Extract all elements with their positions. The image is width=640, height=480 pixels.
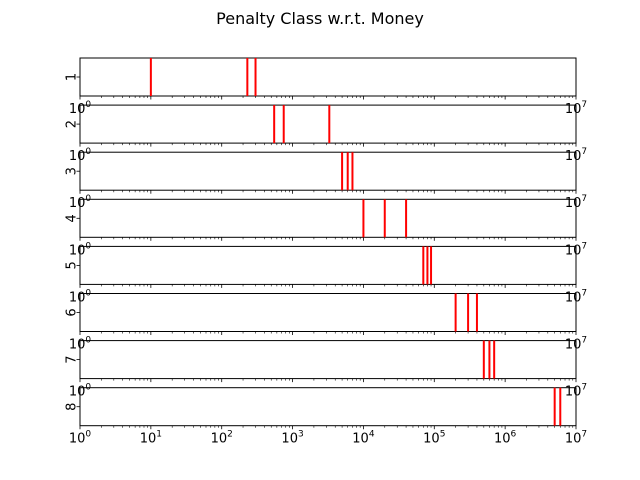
row-label: 8 — [65, 403, 80, 411]
x-tick-label: 104 — [352, 430, 375, 447]
panel-background — [94, 199, 562, 238]
x-tick-label: 105 — [423, 430, 445, 447]
row-label: 2 — [65, 120, 80, 128]
panel-background — [94, 387, 562, 426]
panel-background — [94, 246, 562, 285]
x-tick-label: 107 — [565, 336, 587, 353]
panel-8: 8 100 101 102 103 104 105 106 107 — [65, 387, 587, 447]
row-label: 5 — [65, 261, 80, 269]
x-tick-label: 107 — [565, 100, 587, 117]
row-label: 4 — [65, 214, 80, 222]
panel-frame — [79, 57, 577, 97]
row-label: 1 — [65, 73, 80, 81]
x-tick-label: 107 — [565, 383, 587, 400]
x-tick-label: 102 — [211, 430, 233, 447]
x-tick-label: 101 — [140, 430, 162, 447]
row-label: 3 — [65, 167, 80, 175]
x-tick-label: 100 — [69, 430, 92, 447]
panel-background — [94, 340, 562, 379]
x-tick-label: 107 — [565, 194, 587, 211]
panel-background — [94, 293, 562, 332]
x-tick-label: 107 — [565, 430, 587, 447]
chart-title: Penalty Class w.r.t. Money — [216, 9, 424, 28]
panel-background — [94, 105, 562, 144]
row-label: 7 — [65, 355, 80, 363]
x-tick-label: 107 — [565, 288, 587, 305]
panel-background — [94, 152, 562, 191]
row-label: 6 — [65, 308, 80, 316]
x-tick-label: 106 — [494, 430, 517, 447]
x-tick-label: 103 — [281, 430, 303, 447]
x-tick-label: 107 — [565, 147, 587, 164]
x-tick-label: 107 — [565, 241, 587, 258]
